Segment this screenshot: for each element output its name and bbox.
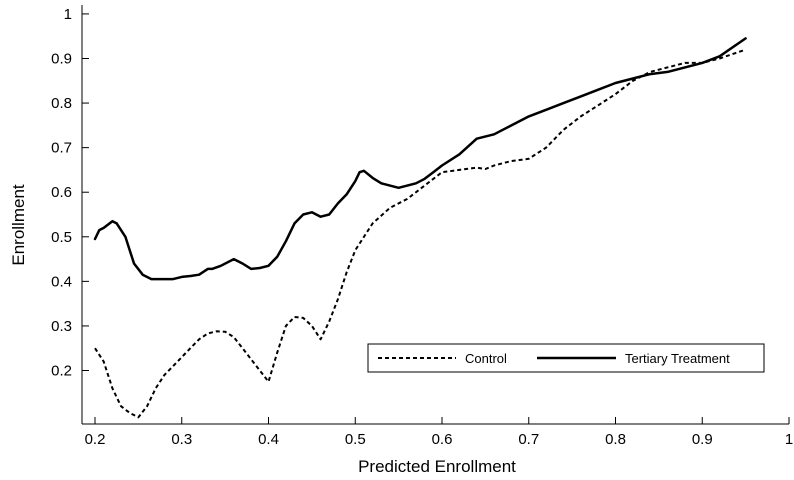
y-tick-label: 0.8 [51,95,72,112]
legend-label-control: Control [465,351,507,366]
y-tick-label: 0.4 [51,273,72,290]
y-tick-label: 0.7 [51,140,72,157]
y-ticks: 0.2 0.3 0.4 0.5 0.6 0.7 0.8 0.9 1 [51,6,89,380]
x-tick-label: 0.5 [345,431,366,448]
y-axis-title: Enrollment [9,184,28,266]
y-tick-label: 0.5 [51,229,72,246]
legend-label-tertiary-treatment: Tertiary Treatment [625,351,730,366]
series-lines [93,37,747,419]
axes [81,5,789,425]
x-axis-title: Predicted Enrollment [358,457,516,476]
series-line-tertiary-treatment [93,37,747,281]
x-tick-label: 0.7 [518,431,539,448]
y-tick-label: 0.6 [51,184,72,201]
y-tick-label: 0.3 [51,318,72,335]
x-tick-label: 0.9 [692,431,713,448]
x-tick-label: 0.2 [85,431,106,448]
x-tick-label: 0.4 [258,431,279,448]
y-tick-label: 0.9 [51,50,72,67]
x-ticks: 0.2 0.3 0.4 0.5 0.6 0.7 0.8 0.9 1 [85,417,793,448]
y-tick-label: 1 [64,6,72,23]
y-tick-label: 0.2 [51,363,72,380]
x-tick-label: 1 [785,431,793,448]
x-tick-label: 0.6 [432,431,453,448]
x-tick-label: 0.8 [605,431,626,448]
x-tick-label: 0.3 [171,431,192,448]
legend: Control Tertiary Treatment [367,343,765,373]
